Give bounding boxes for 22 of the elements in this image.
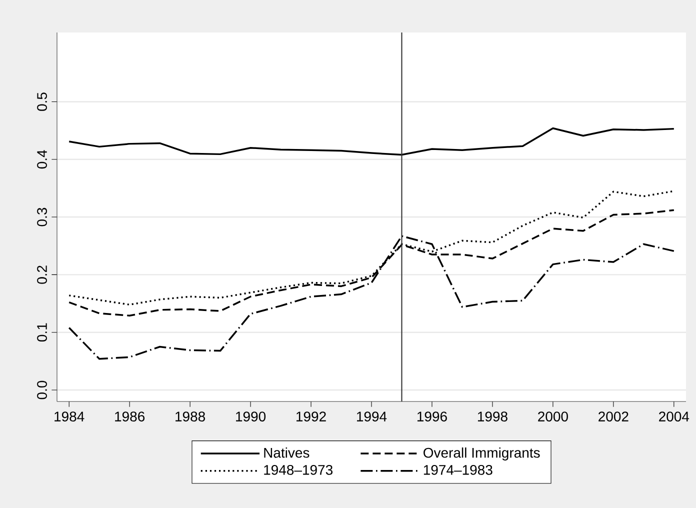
x-tick-label: 2002 (598, 412, 628, 422)
x-tick-label: 1984 (54, 412, 84, 422)
x-tick-label: 1990 (236, 412, 266, 422)
legend-label: Overall Immigrants (424, 447, 540, 461)
x-tick-label: 1986 (115, 412, 145, 422)
y-tick-label: 0.3 (37, 208, 47, 226)
y-tick-label: 0.1 (37, 323, 47, 342)
x-tick-label: 2000 (538, 412, 568, 422)
legend-label: 1974–1983 (424, 464, 492, 475)
legend-label: 1948–1973 (264, 464, 333, 475)
y-tick-label: 0.0 (37, 380, 47, 400)
y-tick-label: 0.2 (37, 266, 47, 284)
x-tick-label: 1988 (176, 412, 206, 422)
x-tick-label: 2004 (659, 412, 690, 422)
x-tick-label: 1994 (357, 412, 387, 422)
y-tick-label: 0.5 (37, 92, 47, 111)
y-tick-label: 0.4 (37, 150, 47, 169)
x-tick-label: 1998 (478, 412, 508, 422)
legend-label: Natives (264, 447, 310, 458)
x-tick-label: 1996 (417, 412, 447, 422)
x-tick-label: 1992 (296, 412, 326, 422)
line-series (68, 127, 675, 156)
